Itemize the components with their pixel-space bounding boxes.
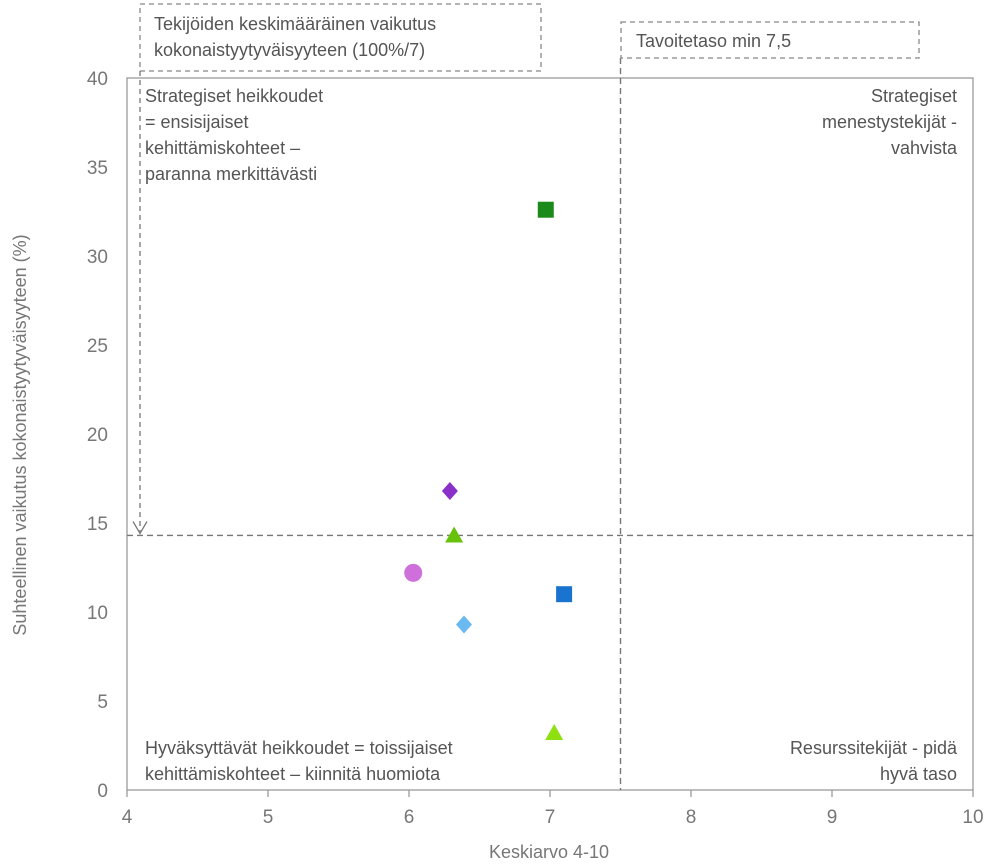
y-axis-title: Suhteellinen vaikutus kokonaistyytyväisy… (10, 234, 30, 635)
average-impact-callout-line: kokonaistyytyväisyyteen (100%/7) (154, 40, 425, 60)
x-tick-label: 6 (404, 807, 415, 828)
callout-arrow-icon (132, 521, 148, 535)
quadrant-label-bottom-left: kehittämiskohteet – kiinnitä huomiota (145, 764, 441, 784)
reference-lines (127, 58, 973, 790)
quadrant-label-top-right: Strategiset (871, 86, 957, 106)
y-tick-label: 0 (97, 781, 108, 802)
data-point-triangle (445, 526, 464, 543)
average-impact-callout (139, 3, 542, 72)
y-tick-label: 35 (87, 158, 108, 179)
data-point-circle (404, 563, 423, 582)
x-tick-label: 4 (122, 807, 133, 828)
quadrant-annotations: Strategiset heikkoudet = ensisijaiset kehi… (145, 86, 958, 784)
quadrant-label-top-left: = ensisijaiset (145, 112, 249, 132)
quadrant-label-bottom-right: Resurssitekijät - pidä (790, 738, 958, 758)
x-tick-label: 10 (962, 807, 983, 828)
plot-frame (126, 77, 974, 797)
data-point-diamond (441, 481, 458, 500)
y-tick-label: 5 (97, 692, 108, 713)
quadrant-label-top-right: menestystekijät - (822, 112, 957, 132)
y-tick-label: 40 (87, 69, 108, 90)
plot-area-border (126, 77, 974, 791)
tick-labels: 4 5 6 7 8 9 10 0 5 10 15 20 25 30 35 40 (87, 69, 984, 828)
data-point-square (556, 586, 573, 603)
quadrant-label-bottom-left: Hyväksyttävät heikkoudet = toissijaiset (145, 738, 453, 758)
y-tick-label: 25 (87, 336, 108, 357)
data-point-diamond (455, 615, 472, 634)
quadrant-label-top-left: kehittämiskohteet – (145, 138, 300, 158)
average-impact-callout-line: Tekijöiden keskimääräinen vaikutus (154, 14, 436, 34)
data-points (404, 201, 573, 741)
quadrant-label-top-left: Strategiset heikkoudet (145, 86, 323, 106)
data-point-square (537, 201, 554, 218)
x-tick-label: 9 (827, 807, 838, 828)
y-tick-label: 15 (87, 514, 108, 535)
quadrant-label-bottom-right: hyvä taso (880, 764, 957, 784)
y-tick-label: 10 (87, 603, 108, 624)
x-tick-label: 8 (686, 807, 697, 828)
x-tick-label: 5 (263, 807, 274, 828)
annotation-boxes: Tekijöiden keskimääräinen vaikutus kokona… (132, 3, 920, 535)
quadrant-label-top-left: paranna merkittävästi (145, 164, 317, 184)
target-level-callout (620, 21, 920, 59)
data-point-triangle (545, 724, 564, 741)
target-level-callout-text: Tavoitetaso min 7,5 (636, 31, 791, 51)
x-axis-title: Keskiarvo 4-10 (489, 842, 609, 862)
y-tick-label: 20 (87, 425, 108, 446)
quadrant-label-top-right: vahvista (891, 138, 958, 158)
y-tick-label: 30 (87, 247, 108, 268)
x-tick-label: 7 (545, 807, 556, 828)
